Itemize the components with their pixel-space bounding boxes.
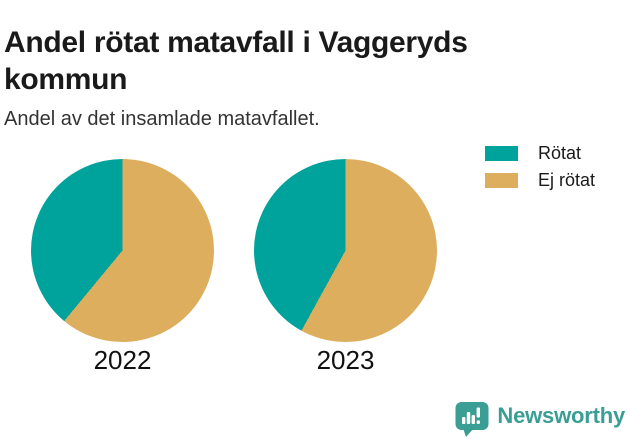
pie-year-label-2023: 2023 bbox=[316, 345, 375, 375]
legend-item-rotat: Rötat bbox=[485, 143, 595, 163]
legend-item-ej-rotat: Ej rötat bbox=[485, 170, 596, 190]
legend-swatch-rotat-icon bbox=[485, 146, 518, 161]
legend-label: Ej rötat bbox=[538, 170, 596, 190]
legend-label: Rötat bbox=[538, 143, 582, 163]
chart-subtitle: Andel av det insamlade matavfallet. bbox=[4, 108, 320, 130]
legend-swatch-ej-rotat-icon bbox=[485, 173, 518, 188]
newsworthy-bubble-chart-icon bbox=[455, 402, 489, 437]
pie-chart-2022 bbox=[31, 159, 214, 342]
chart-title: Andel rötat matavfall i Vaggeryds kommun bbox=[4, 26, 468, 97]
legend: Rötat Ej rötat bbox=[485, 143, 596, 200]
newsworthy-logo: Newsworthy bbox=[455, 401, 625, 437]
pie-chart-2023 bbox=[254, 159, 437, 342]
pie-year-label-2022: 2022 bbox=[93, 345, 152, 375]
brand-name: Newsworthy bbox=[497, 403, 625, 428]
